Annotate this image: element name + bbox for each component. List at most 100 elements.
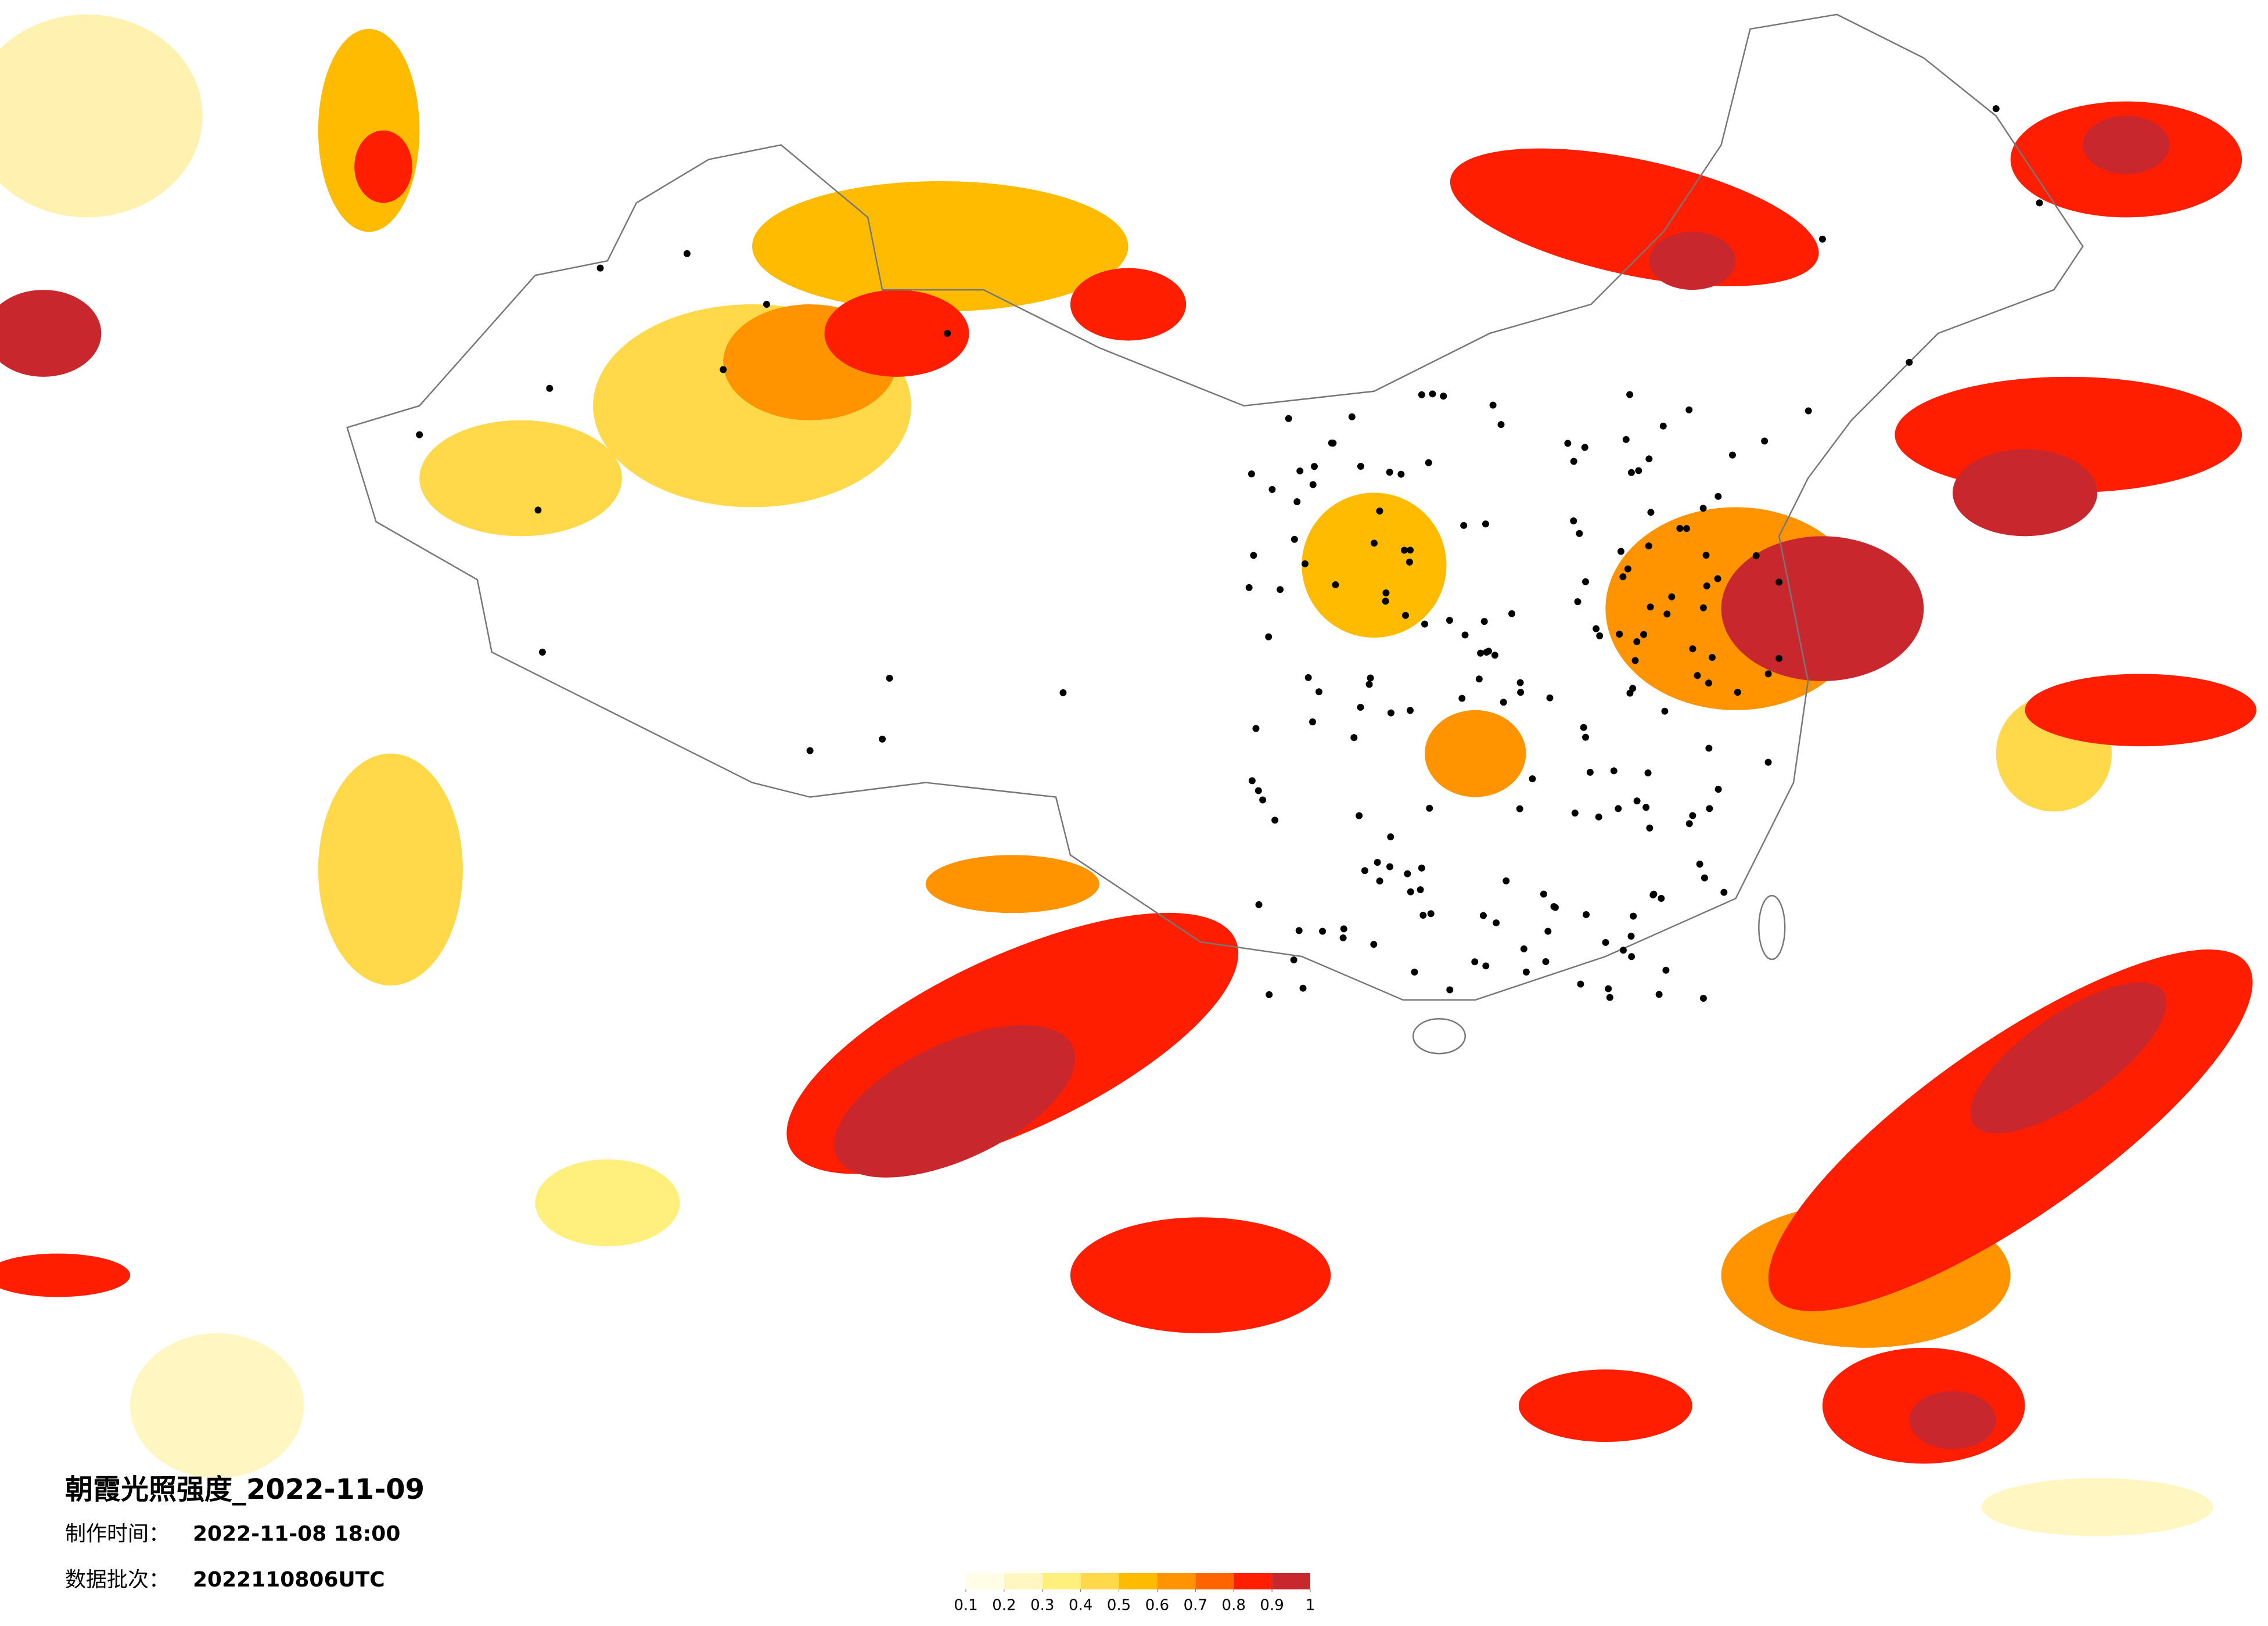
city-dot [1446,986,1454,994]
field [1302,492,1447,638]
city-dot [1633,638,1641,646]
field [2025,674,2257,747]
city-dot [1703,582,1710,589]
city-dot [1517,689,1525,696]
city-dot [1689,645,1696,653]
city-dot [546,384,553,392]
city-dot [1701,874,1708,882]
city-dot [1805,407,1812,415]
city-dot [1906,358,1913,366]
legend-tick-label: 0.1 [954,1597,977,1614]
city-dot [1340,925,1347,933]
city-dot [1630,912,1637,920]
city-dot [683,250,691,257]
city-dot [1059,689,1067,696]
legend-tick-label: 0.4 [1069,1597,1092,1614]
city-dot [1332,581,1339,588]
field [1970,982,2167,1134]
city-dot [1540,890,1547,898]
city-dot [1485,647,1493,655]
city-dot [806,747,814,754]
city-dot [1245,584,1253,591]
city-dot [1387,709,1394,717]
city-dot [1402,611,1409,619]
city-dot [1418,864,1425,872]
city-dot [1309,481,1317,488]
city-dot [534,506,542,514]
field [354,130,412,203]
city-dot [886,674,893,682]
city-dot [1311,463,1318,470]
city-dot [1627,933,1635,940]
city-dot [1309,718,1317,726]
legend-swatch [1195,1573,1234,1589]
city-dot [1425,459,1432,466]
city-dot [1376,877,1383,885]
city-dot [1676,524,1684,532]
data-batch-value: 2022110806UTC [193,1568,385,1592]
field [419,420,622,537]
city-dot [1248,777,1256,785]
city-dot [1419,912,1427,919]
field [1981,1478,2213,1537]
city-dot [1461,631,1469,639]
city-dot [1714,575,1721,582]
city-dot [1446,617,1453,624]
city-dot [1642,804,1650,811]
city-dot [1407,707,1414,714]
city-dot [1493,919,1500,927]
city-dot [1406,558,1413,566]
city-dot [1715,786,1722,793]
city-dot [1319,927,1327,935]
field [0,15,203,218]
city-dot [1382,598,1389,605]
city-dot [1417,886,1424,894]
city-dot [416,431,423,438]
city-dot [1400,546,1408,554]
city-dot [1293,498,1301,506]
city-dot [1596,632,1604,639]
city-dot [1500,699,1507,706]
city-dot [1619,573,1627,581]
city-dot [1576,530,1583,537]
city-dot [1477,649,1485,657]
city-dot [1482,962,1490,970]
city-dot [1570,458,1577,465]
city-dot [1277,586,1284,593]
legend: 0.1 0.2 0.3 0.4 0.5 0.6 0.7 0.8 0.9 1 [954,1573,1315,1614]
city-dot [1357,463,1364,470]
city-dot [1619,947,1627,954]
city-dot [1699,505,1707,512]
city-dot [1491,652,1498,659]
city-dot [1647,603,1654,611]
city-dot [1577,980,1584,988]
field [752,181,1128,312]
city-dot [1407,546,1414,554]
city-dot [1593,625,1600,632]
city-dot [1720,888,1728,896]
city-dot [1624,565,1631,573]
city-dot [1992,105,2000,113]
city-dot [1645,542,1652,550]
legend-swatch [1080,1573,1119,1589]
city-dot [1427,910,1435,918]
city-dot [1339,934,1347,942]
city-dot [1626,391,1634,398]
legend-tick-label: 0.7 [1184,1597,1207,1614]
city-dot [944,329,951,337]
city-dot [1361,867,1368,875]
field [1518,1369,1692,1442]
city-dot [1386,863,1393,870]
city-dot [1602,938,1609,946]
field [1909,1391,1996,1449]
legend-tick-label: 0.9 [1260,1597,1284,1614]
city-dot [1489,401,1497,409]
city-dot [1627,469,1635,476]
city-dot [1728,451,1736,459]
legend-swatch [966,1573,1004,1589]
field [2083,116,2170,174]
city-dot [1542,958,1550,965]
city-dot [1702,552,1710,559]
city-dot [1255,787,1262,794]
city-dot [1752,552,1760,559]
